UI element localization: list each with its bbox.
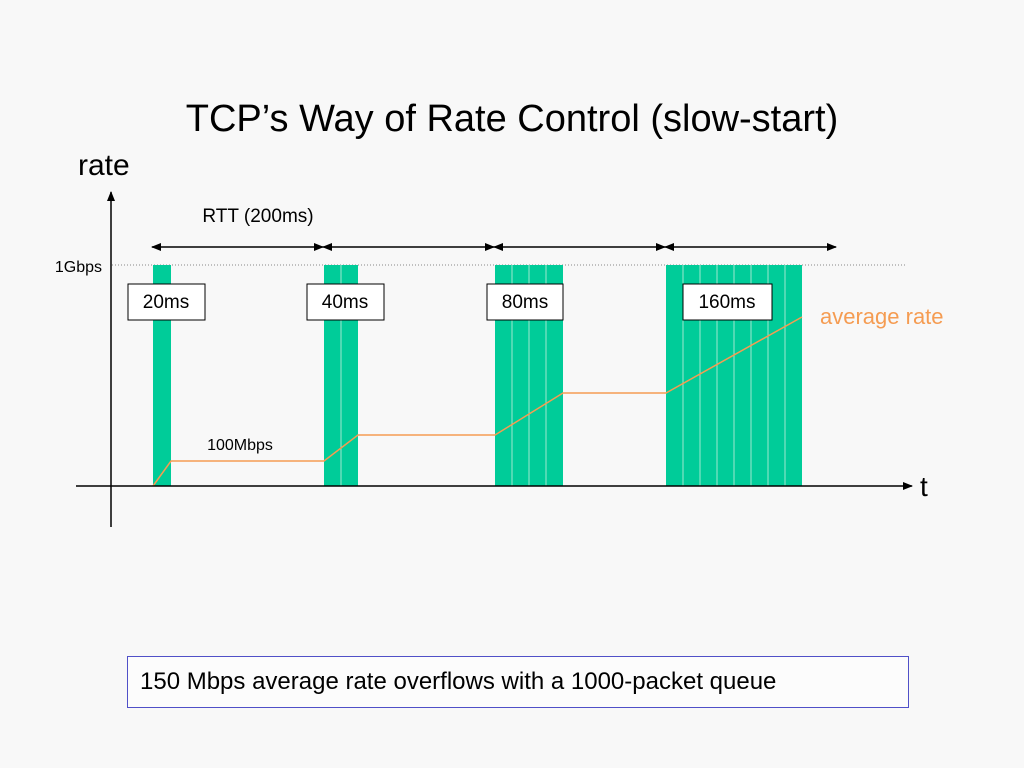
svg-text:160ms: 160ms <box>698 292 755 313</box>
slide-title: TCP’s Way of Rate Control (slow-start) <box>185 98 839 140</box>
burst-label-80ms: 80ms <box>486 283 564 321</box>
rtt-label: RTT (200ms) <box>202 206 313 227</box>
burst-label-160ms: 160ms <box>682 283 773 321</box>
average-rate-line <box>152 316 803 487</box>
y-axis-label: rate <box>78 149 130 182</box>
y-tick-1gbps: 1Gbps <box>55 259 102 276</box>
svg-text:80ms: 80ms <box>502 292 548 313</box>
svg-text:40ms: 40ms <box>322 292 368 313</box>
svg-text:20ms: 20ms <box>143 292 189 313</box>
label-100mbps: 100Mbps <box>207 437 273 454</box>
note-box: 150 Mbps average rate overflows with a 1… <box>127 656 909 708</box>
label-average-rate: average rate <box>820 304 944 329</box>
note-text: 150 Mbps average rate overflows with a 1… <box>140 668 777 695</box>
x-axis-label: t <box>920 471 928 502</box>
burst-label-40ms: 40ms <box>306 283 385 321</box>
burst-label-20ms: 20ms <box>127 283 206 321</box>
